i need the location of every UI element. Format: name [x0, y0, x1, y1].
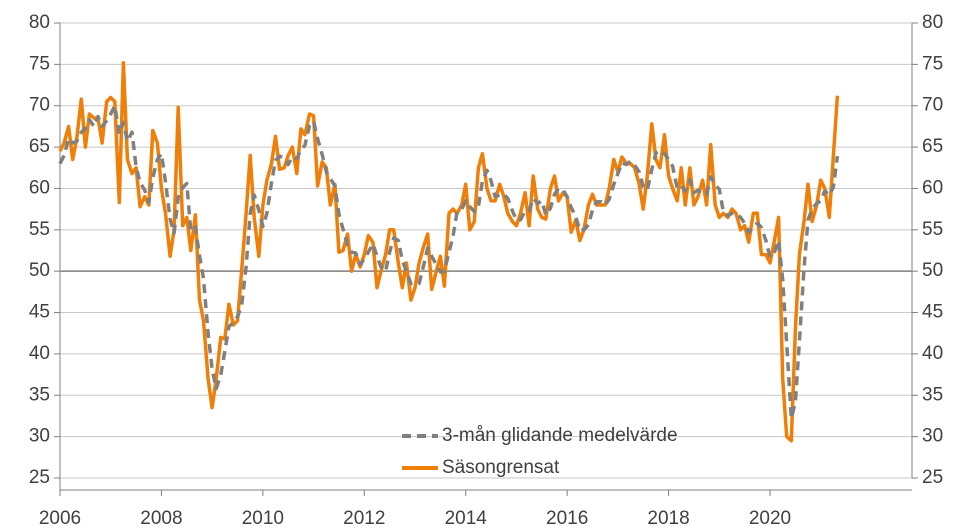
y-tick-label: 75	[29, 53, 50, 74]
y2-tick-label: 45	[922, 302, 943, 323]
legend-label: Säsongrensat	[442, 457, 560, 478]
y2-tick-label: 50	[922, 260, 943, 281]
x-tick-label: 2018	[647, 508, 689, 529]
y-tick-label: 40	[29, 343, 50, 364]
y2-tick-label: 70	[922, 95, 943, 116]
x-tick-label: 2020	[749, 508, 791, 529]
x-tick-label: 2012	[343, 508, 385, 529]
y-tick-label: 35	[29, 384, 50, 405]
legend-label: 3-mån glidande medelvärde	[442, 425, 678, 446]
y2-tick-label: 60	[922, 177, 943, 198]
x-tick-label: 2014	[445, 508, 488, 529]
y2-tick-label: 30	[922, 426, 943, 447]
x-tick-label: 2010	[242, 508, 284, 529]
y-tick-label: 55	[29, 219, 50, 240]
y2-tick-label: 65	[922, 136, 943, 157]
series-line	[58, 103, 840, 421]
x-tick-label: 2006	[39, 508, 81, 529]
y2-tick-label: 35	[922, 384, 943, 405]
x-tick-label: 2016	[546, 508, 588, 529]
y2-tick-label: 55	[922, 219, 943, 240]
y2-tick-label: 25	[922, 467, 943, 488]
y-tick-label: 30	[29, 426, 50, 447]
y2-tick-label: 80	[922, 12, 943, 33]
y-tick-label: 80	[29, 12, 50, 33]
x-tick-label: 2008	[140, 508, 182, 529]
series-line	[58, 60, 840, 443]
y-tick-label: 65	[29, 136, 50, 157]
y-tick-label: 45	[29, 302, 50, 323]
y-tick-label: 50	[29, 260, 50, 281]
y2-tick-label: 75	[922, 53, 943, 74]
y-tick-label: 70	[29, 95, 50, 116]
y-tick-label: 25	[29, 467, 50, 488]
y2-tick-label: 40	[922, 343, 943, 364]
y-tick-label: 60	[29, 177, 50, 198]
